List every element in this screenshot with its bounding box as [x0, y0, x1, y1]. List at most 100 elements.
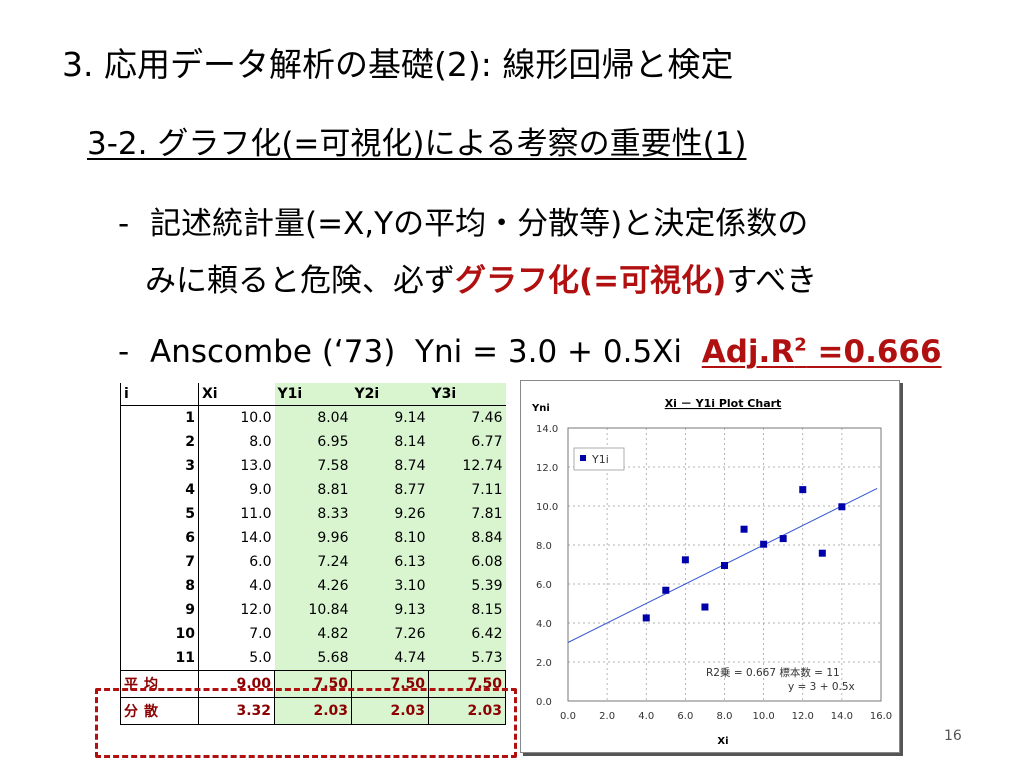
x-tick-label: 12.0: [792, 711, 814, 722]
table-cell: 9.13: [351, 598, 429, 622]
column-header: Y3i: [428, 383, 506, 406]
anscombe-table: i Xi Y1i Y2i Y3i 1 10.0 8.04 9.14 7.46 2 8.0 6.95 8.1…: [120, 383, 506, 725]
table-cell: 12.74: [428, 454, 506, 478]
table-cell: 7.58: [274, 454, 352, 478]
chart-frame: [520, 380, 900, 753]
adj-r2-value: =0.666: [806, 334, 942, 370]
table-cell: 4.0: [249, 578, 272, 594]
table-cell: 5.39: [428, 574, 506, 598]
data-point: [818, 549, 826, 557]
table-cell: 4: [120, 478, 199, 502]
table-cell: 7.46: [428, 405, 506, 430]
table-cell: 13.0: [240, 458, 272, 474]
table-cell: 9.14: [351, 405, 429, 430]
y-tick-label: 2.0: [536, 658, 552, 669]
data-point: [779, 535, 787, 543]
table-cell: 8.77: [351, 478, 429, 502]
data-point: [838, 503, 846, 511]
x-tick-label: 6.0: [677, 711, 693, 722]
bullet-dash: -: [118, 206, 130, 242]
stat-cell: 7.50: [274, 670, 352, 698]
data-point: [662, 586, 670, 594]
y-tick-label: 8.0: [536, 541, 552, 552]
slide-subtitle: 3-2. グラフ化(=可視化)による考察の重要性(1): [87, 126, 747, 162]
table-cell: 8.81: [274, 478, 352, 502]
table-cell: 6.13: [351, 550, 429, 574]
data-point: [681, 556, 689, 564]
plot-area: [567, 427, 882, 702]
table-cell: 8.10: [351, 526, 429, 550]
table-cell: 7.24: [274, 550, 352, 574]
legend-label: Y1i: [591, 453, 609, 466]
bullet-1-tail: すべき: [726, 263, 818, 299]
table-cell: 4.74: [351, 646, 429, 671]
x-tick-label: 8.0: [717, 711, 733, 722]
page-number: 16: [944, 728, 962, 744]
table-cell: 11.0: [240, 506, 272, 522]
bullet-1-line-2: みに頼ると危険、必ずグラフ化(=可視化)すべき: [145, 255, 817, 300]
table-row: 1 10.0 8.04 9.14 7.46: [120, 405, 506, 430]
y-tick-label: 14.0: [536, 424, 558, 435]
y-tick-label: 10.0: [536, 502, 558, 513]
legend-box: [573, 447, 625, 471]
table-cell: 6.95: [274, 430, 352, 454]
table-cell: 11: [120, 646, 199, 671]
table-cell: 8.74: [351, 454, 429, 478]
table-row: 4 9.0 8.81 8.77 7.11: [120, 478, 506, 502]
data-point: [721, 561, 728, 569]
x-tick-label: 10.0: [752, 711, 774, 722]
x-tick-label: 0.0: [560, 711, 576, 722]
y-tick-label: 0.0: [536, 697, 552, 708]
table-cell: 5.0: [198, 646, 275, 671]
stat-cell: 3.32: [198, 697, 275, 725]
x-axis-label: Xi: [717, 736, 728, 747]
column-header: Xi: [198, 383, 275, 406]
y-tick-label: 6.0: [536, 580, 552, 591]
adj-r2-label: Adj.R2 =0.666: [702, 334, 942, 370]
data-point: [740, 525, 748, 533]
data-point: [760, 540, 768, 548]
table-cell: 7.81: [428, 502, 506, 526]
column-header: i: [120, 383, 199, 406]
bullet-1-emphasis: グラフ化(=可視化): [455, 263, 727, 299]
x-tick-label: 16.0: [870, 711, 892, 722]
data-point: [701, 603, 709, 611]
chart-title: Xi － Y1i Plot Chart: [665, 397, 782, 410]
x-tick-label: 14.0: [831, 711, 853, 722]
bullet-1-line-1: - 記述統計量(=X,Yの平均・分散等)と決定係数の: [118, 198, 808, 243]
data-point: [642, 614, 650, 622]
chart-annotation-r2: R2乗 = 0.667 標本数 = 11: [706, 666, 840, 679]
table-cell: 5.68: [274, 646, 352, 671]
table-cell: 9.96: [274, 526, 352, 550]
table-cell: 5: [120, 502, 199, 526]
table-cell: 5.73: [428, 646, 506, 671]
table-cell: 2: [120, 430, 199, 454]
bullet-1-text: 記述統計量(=X,Yの平均・分散等)と決定係数の: [150, 206, 809, 242]
table-row: 10 7.0 4.82 7.26 6.42: [120, 622, 506, 646]
adj-r2-superscript: 2: [794, 334, 807, 356]
table-row: 9 12.0 10.84 9.13 8.15: [120, 598, 506, 622]
table-cell: 8.33: [274, 502, 352, 526]
table-cell: 8.15: [428, 598, 506, 622]
table-cell: 6.77: [428, 430, 506, 454]
table-cell: 9: [120, 598, 199, 622]
stat-cell: 分散: [120, 697, 199, 725]
table-row: 5 11.0 8.33 9.26 7.81: [120, 502, 506, 526]
chart-annotation-equation: y = 3 + 0.5x: [788, 681, 855, 693]
stat-cell: 2.03: [351, 697, 429, 725]
bullet-2-text: Anscombe (‘73) Yni = 3.0 + 0.5Xi: [150, 334, 702, 370]
table-row: 11 5.0 5.68 4.74 5.73: [120, 646, 506, 671]
x-tick-label: 4.0: [638, 711, 654, 722]
table-cell: 4.82: [274, 622, 352, 646]
table-cell: 1: [120, 405, 199, 430]
table-cell: 9.26: [351, 502, 429, 526]
table-cell: 10.84: [274, 598, 352, 622]
x-tick-label: 2.0: [599, 711, 615, 722]
scatter-chart: Xi － Y1i Plot Chart Yni Xi 0.0 2.0 4.0 6.0 8.0 1…: [531, 397, 892, 747]
stats-highlight-box: [95, 688, 517, 758]
table-cell: 3: [120, 454, 199, 478]
table-cell: 4.26: [274, 574, 352, 598]
table-cell: 6.42: [428, 622, 506, 646]
table-cell: 8: [120, 574, 199, 598]
table-cell: 6.0: [249, 554, 272, 570]
